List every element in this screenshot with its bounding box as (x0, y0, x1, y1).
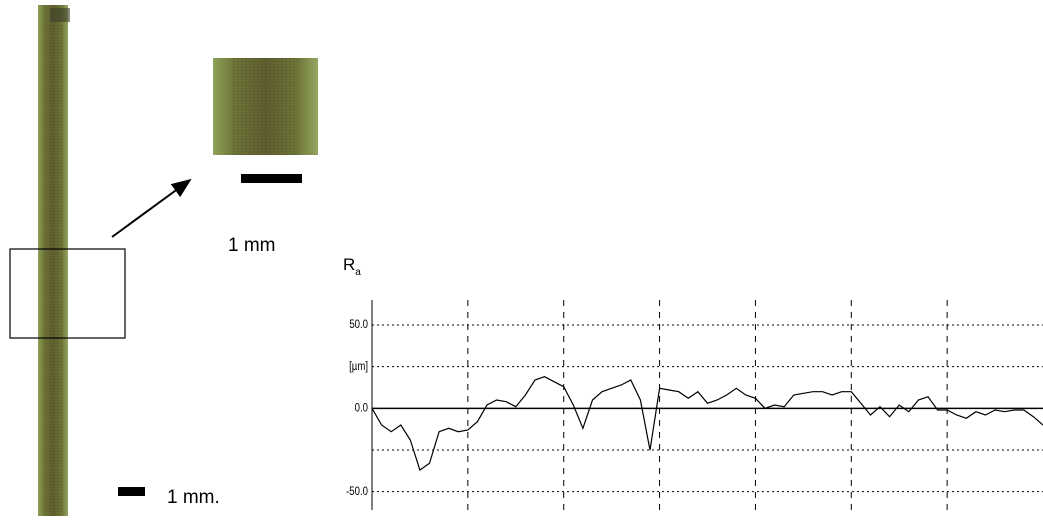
specimen-photo (38, 5, 70, 516)
scale-bar (241, 174, 302, 183)
scale-bar (118, 487, 145, 496)
y-tick-label: -50.0 (346, 485, 368, 498)
y-axis-label: Ra (343, 255, 361, 277)
y-tick-label: 50.0 (349, 318, 368, 331)
profile-line (372, 377, 1043, 470)
y-tick-label: [µm] (349, 360, 368, 373)
scale-label: 1 mm. (167, 487, 220, 508)
y-tick-label: 0.0 (355, 402, 368, 415)
scale-label: 1 mm (228, 235, 276, 256)
profile-chart: 50.0 [µm] 0.0 -50.0 (346, 300, 1043, 510)
zoom-arrow (112, 180, 190, 237)
figure: 1 mm 1 mm. Ra 50.0 [µm] 0.0 -50.0 (0, 0, 1043, 516)
inset-photo (213, 58, 318, 155)
